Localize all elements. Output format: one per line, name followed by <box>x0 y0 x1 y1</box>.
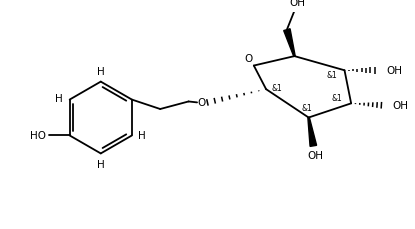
Text: HO: HO <box>30 131 46 141</box>
Text: O: O <box>244 54 252 64</box>
Text: O: O <box>198 98 206 108</box>
Text: H: H <box>97 159 105 169</box>
Text: OH: OH <box>386 66 402 76</box>
Text: OH: OH <box>289 0 305 8</box>
Text: OH: OH <box>393 101 409 111</box>
Text: H: H <box>56 93 63 103</box>
Text: &1: &1 <box>272 84 283 93</box>
Text: &1: &1 <box>327 71 337 79</box>
Polygon shape <box>284 30 295 57</box>
Polygon shape <box>308 118 317 147</box>
Text: OH: OH <box>307 151 323 161</box>
Text: &1: &1 <box>331 93 342 103</box>
Text: &1: &1 <box>302 104 312 112</box>
Text: H: H <box>138 131 146 141</box>
Text: H: H <box>97 67 105 77</box>
